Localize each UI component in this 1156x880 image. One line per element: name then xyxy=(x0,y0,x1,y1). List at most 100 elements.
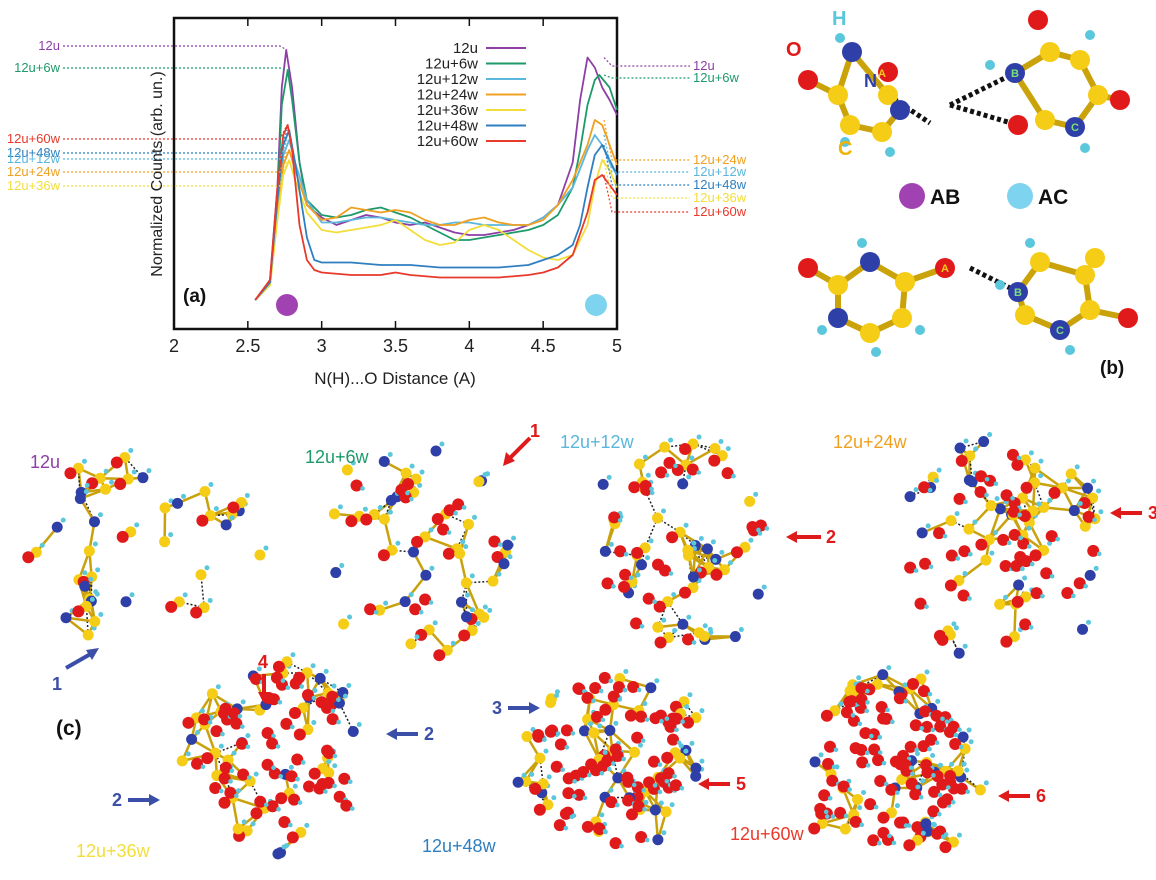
cluster-model-1 xyxy=(328,441,517,662)
legend-entry-label: 12u+6w xyxy=(425,56,478,73)
site-label-a: A xyxy=(878,68,886,80)
cluster-atoms xyxy=(808,665,989,854)
left-peak-leader xyxy=(63,159,288,187)
legend-entry-label: 12u+24w xyxy=(417,87,478,104)
atom-label-n: N xyxy=(864,71,877,91)
right-peak-leader xyxy=(603,119,690,161)
right-peak-leader xyxy=(603,134,690,173)
panel-b-label: (b) xyxy=(1100,358,1124,379)
left-peak-label: 12u+60w xyxy=(7,131,61,146)
cluster-atoms xyxy=(176,652,362,860)
right-peak-leader xyxy=(603,174,690,213)
arrow-marker-3-blue: 3 xyxy=(492,698,540,718)
x-tick-label: 2.5 xyxy=(235,336,260,356)
uracil-dimer-single-bond: A B C xyxy=(798,238,1138,357)
left-peak-label: 12u xyxy=(38,38,60,53)
left-peak-label: 12u+12w xyxy=(7,151,61,166)
ab-legend-dot xyxy=(899,183,925,209)
ab-marker-dot xyxy=(276,294,298,316)
ac-legend-dot xyxy=(1007,183,1033,209)
cluster-atoms xyxy=(22,447,269,641)
marker-number: 1 xyxy=(52,674,62,694)
right-peak-label: 12u+24w xyxy=(693,152,747,167)
right-peak-label: 12u+12w xyxy=(693,164,747,179)
cluster-label-12u-24w: 12u+24w xyxy=(833,432,908,452)
marker-number: 2 xyxy=(112,790,122,810)
panel-c-label: (c) xyxy=(56,717,82,740)
arrow-marker-1-red: 1 xyxy=(503,421,540,466)
right-peak-leader xyxy=(603,144,690,186)
site-label-a-lower: A xyxy=(941,263,949,275)
left-peak-label: 12u+6w xyxy=(14,60,61,75)
left-peak-labels: 12u 12u+6w 12u+60w12u+48w12u+12w12u+24w12u… xyxy=(7,38,288,193)
left-peak-leader xyxy=(63,129,288,154)
cluster-model-3 xyxy=(904,432,1104,659)
right-peak-leader xyxy=(603,159,690,199)
arrow-marker-2-blue-right: 2 xyxy=(386,724,434,744)
x-tick-label: 3.5 xyxy=(383,336,408,356)
site-label-c-lower: C xyxy=(1056,325,1064,337)
left-peak-leader xyxy=(63,45,288,51)
marker-number: 4 xyxy=(258,652,268,672)
atom-label-c: C xyxy=(838,138,852,160)
arrow-marker-4-red: 4 xyxy=(258,652,270,704)
right-peak-label: 12u+6w xyxy=(693,70,740,85)
marker-number: 6 xyxy=(1036,786,1046,806)
cluster-label-12u: 12u xyxy=(30,452,60,472)
panel-a-label: (a) xyxy=(183,286,206,307)
bond-type-legend: AB AC xyxy=(899,183,1068,209)
x-axis-ticks: 2 2.5 3 3.5 4 4.5 5 xyxy=(169,18,622,356)
arrow-marker-1-blue: 1 xyxy=(52,648,99,694)
cluster-atoms xyxy=(597,434,770,649)
marker-number: 3 xyxy=(492,698,502,718)
chart-legend: 12u12u+6w12u+12w12u+24w12u+36w12u+48w12u… xyxy=(417,40,526,150)
cluster-atoms xyxy=(512,668,705,850)
left-peak-label: 12u+24w xyxy=(7,164,61,179)
left-peak-leader xyxy=(63,124,288,140)
arrow-marker-2-blue-left: 2 xyxy=(112,790,160,810)
site-label-b-lower: B xyxy=(1014,287,1022,299)
marker-number: 3 xyxy=(1148,503,1156,523)
atom-balls xyxy=(798,10,1130,157)
legend-entry-label: 12u+60w xyxy=(417,133,478,150)
x-tick-label: 4.5 xyxy=(531,336,556,356)
right-peak-label: 12u+48w xyxy=(693,177,747,192)
series-line-6 xyxy=(254,124,618,301)
cluster-label-12u-12w: 12u+12w xyxy=(560,432,635,452)
left-peak-leader xyxy=(63,67,288,71)
cluster-label-12u-36w: 12u+36w xyxy=(76,841,151,861)
ac-marker-dot xyxy=(585,294,607,316)
panel-c: 12u 12u+6w 12u+12w 12u+24w 12u+36w 12u+4… xyxy=(22,421,1156,861)
cluster-model-2 xyxy=(597,434,770,649)
right-peak-label: 12u xyxy=(693,58,715,73)
left-peak-label: 12u+36w xyxy=(7,178,61,193)
panel-a: 2 2.5 3 3.5 4 4.5 5 12u12u+6w12u+60w12u+48w12u… xyxy=(7,16,747,388)
legend-entry-label: 12u+12w xyxy=(417,71,478,88)
panel-b: H O N C A B C AB AC xyxy=(786,8,1138,379)
marker-number: 5 xyxy=(736,774,746,794)
site-label-c: C xyxy=(1071,122,1079,134)
left-peak-leader xyxy=(63,149,288,173)
right-peak-label: 12u+36w xyxy=(693,190,747,205)
atom-label-o: O xyxy=(786,39,802,61)
legend-entry-label: 12u xyxy=(453,40,478,57)
left-peak-leader xyxy=(63,139,288,160)
right-peak-label: 12u+60w xyxy=(693,204,747,219)
y-axis-label: Normalized Counts (arb. un.) xyxy=(149,71,166,276)
ac-legend-label: AC xyxy=(1038,186,1068,209)
chart-series-group xyxy=(254,49,618,301)
x-tick-label: 2 xyxy=(169,336,179,356)
x-axis-label: N(H)...O Distance (A) xyxy=(314,369,476,388)
cluster-label-12u-6w: 12u+6w xyxy=(305,447,370,467)
cluster-atoms xyxy=(328,441,517,662)
legend-entry-label: 12u+36w xyxy=(417,102,478,119)
cluster-label-12u-48w: 12u+48w xyxy=(422,836,497,856)
right-peak-leader xyxy=(603,74,690,79)
arrow-marker-3-red: 3 xyxy=(1110,503,1156,523)
atom-label-h: H xyxy=(832,8,846,30)
x-tick-label: 3 xyxy=(317,336,327,356)
series-line-1 xyxy=(254,69,618,301)
x-tick-label: 4 xyxy=(464,336,474,356)
